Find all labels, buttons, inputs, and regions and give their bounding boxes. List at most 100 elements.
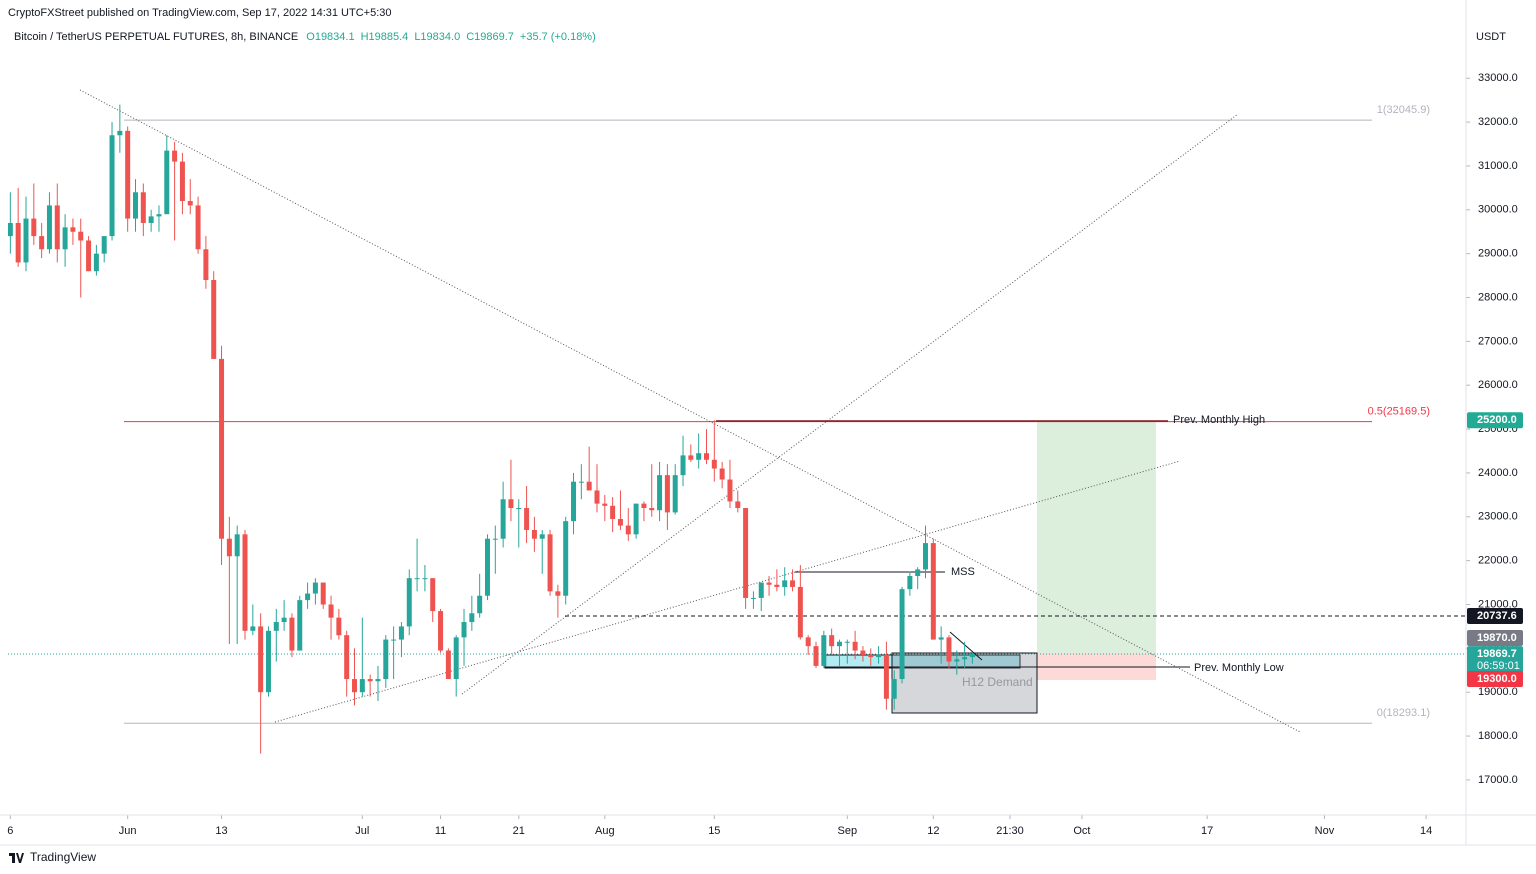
candle-body: [571, 481, 577, 522]
change: +35.7 (+0.18%): [520, 31, 596, 43]
price-label-bg: [1467, 671, 1523, 688]
arrow: [949, 631, 983, 661]
trendline: [274, 460, 1181, 723]
candle-body: [657, 475, 663, 511]
candle-body: [860, 650, 866, 655]
candle-body: [750, 597, 756, 599]
y-tick-label: 23000.0: [1478, 511, 1518, 523]
grid: [9, 77, 1470, 819]
candle-body: [492, 538, 498, 540]
candle-body: [328, 604, 334, 618]
candle-body: [735, 501, 741, 509]
y-tick-label: 18000.0: [1478, 730, 1518, 742]
candle-body: [868, 654, 874, 658]
candle-body: [391, 639, 397, 641]
y-tick-label: 26000.0: [1478, 379, 1518, 391]
candle-body: [187, 201, 193, 206]
candle-body: [703, 453, 709, 460]
candle-body: [766, 582, 772, 585]
x-tick-label: Aug: [595, 825, 615, 837]
candle-body: [578, 481, 584, 483]
candle-body: [109, 135, 115, 237]
candle-body: [602, 503, 608, 506]
symbol-line: Bitcoin / TetherUS PERPETUAL FUTURES, 8h…: [14, 31, 596, 43]
candle-body: [117, 130, 123, 136]
candle-body: [70, 227, 76, 232]
candle-body: [62, 227, 68, 250]
candle-body: [539, 534, 545, 539]
candle-body: [375, 679, 381, 682]
candles: [8, 104, 975, 754]
candle-body: [524, 508, 530, 530]
candle-body: [891, 679, 897, 699]
candle-body: [946, 637, 952, 662]
y-tick-label: 21000.0: [1478, 598, 1518, 610]
candle-body: [758, 582, 764, 598]
candle-body: [484, 538, 490, 596]
y-tick-label: 33000.0: [1478, 72, 1518, 84]
price-label: 20737.6: [1467, 608, 1523, 625]
annotation: Prev. Monthly High: [1173, 414, 1265, 426]
price-label-text: 19300.0: [1477, 673, 1517, 685]
x-tick-label: 17: [1201, 825, 1213, 837]
ohlc: H19885.4: [361, 31, 409, 43]
candle-body: [938, 637, 944, 640]
price-label-bg: [1467, 646, 1523, 675]
candle-body: [719, 468, 725, 480]
candle-body: [516, 508, 522, 510]
candle-body: [242, 534, 248, 631]
candle-body: [633, 503, 639, 535]
fib-label: 0.5(25169.5): [1368, 406, 1430, 418]
x-tick-label: 21:30: [996, 825, 1024, 837]
candle-body: [101, 236, 107, 254]
candle-body: [148, 216, 154, 223]
target-zone: [1037, 421, 1156, 654]
price-label-bg: [1467, 412, 1523, 429]
candle-body: [414, 578, 420, 580]
price-label-text: 19870.0: [1477, 632, 1517, 644]
fib-label: 1(32045.9): [1377, 104, 1430, 116]
candle-body: [211, 279, 217, 359]
candle-body: [711, 459, 717, 469]
candle-body: [86, 240, 92, 272]
candle-body: [125, 130, 131, 219]
y-tick-label: 19000.0: [1478, 686, 1518, 698]
candle-body: [680, 455, 686, 476]
candle-body: [352, 679, 358, 693]
candle-body: [930, 543, 936, 640]
candle-body: [641, 503, 647, 509]
candle-body: [907, 575, 913, 590]
x-tick-label: Oct: [1073, 825, 1090, 837]
candle-body: [547, 534, 553, 592]
candle-body: [782, 580, 788, 587]
price-label-text: 20737.6: [1477, 610, 1517, 622]
candle-body: [140, 192, 146, 223]
candle-body: [8, 222, 13, 237]
x-tick-label: 11: [435, 825, 446, 837]
candle-body: [883, 654, 889, 699]
candle-body: [179, 161, 185, 202]
candle-body: [23, 218, 29, 263]
candle-body: [406, 578, 412, 627]
candle-body: [461, 622, 467, 638]
candle-body: [688, 455, 694, 460]
candle-body: [203, 249, 209, 280]
candle-body: [664, 475, 670, 513]
x-tick-label: 6: [7, 825, 13, 837]
candle-body: [508, 499, 514, 509]
candle-body: [281, 617, 287, 623]
candle-body: [477, 595, 483, 614]
candle-body: [531, 529, 537, 539]
ohlc: C19869.7: [466, 31, 514, 43]
candle-body: [555, 591, 561, 596]
candle-body: [876, 654, 882, 658]
candle-body: [172, 150, 178, 162]
candle-body: [774, 584, 780, 587]
candle-body: [93, 253, 99, 272]
candle-body: [453, 637, 459, 680]
candle-body: [289, 617, 295, 651]
candle-body: [743, 508, 749, 598]
candle-body: [727, 479, 733, 502]
candle-body: [31, 218, 37, 237]
price-label-text: 19869.7: [1477, 648, 1517, 660]
